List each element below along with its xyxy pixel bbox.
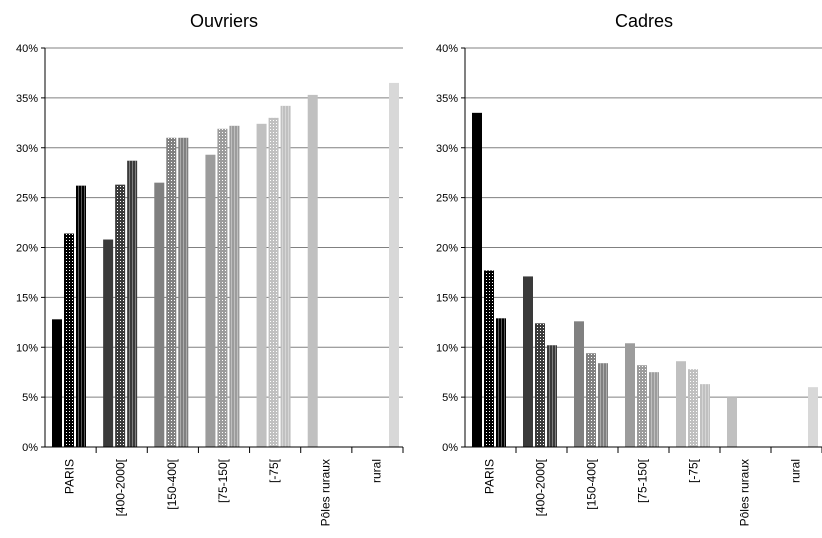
bar-texture: [535, 323, 545, 447]
x-tick-label: [400-2000[: [534, 458, 548, 516]
bar: [154, 182, 165, 447]
x-tick-label: [-75[: [267, 458, 281, 483]
bar-texture: [280, 105, 291, 447]
y-tick-label: 25%: [16, 193, 38, 205]
bar-texture: [586, 353, 596, 447]
x-tick-label: [400-2000[: [114, 458, 128, 516]
y-tick-label: 15%: [16, 292, 38, 304]
bar-texture: [178, 137, 189, 447]
x-tick-label: [75-150[: [636, 458, 650, 503]
x-tick-label: PARIS: [63, 459, 77, 494]
bar-texture: [166, 137, 177, 447]
x-tick-label: rural: [369, 459, 383, 483]
bar-texture: [598, 363, 608, 447]
bar: [727, 397, 737, 447]
bar: [256, 123, 267, 447]
bar: [808, 387, 818, 447]
bar: [574, 321, 584, 447]
bar: [676, 361, 686, 447]
x-tick-label: [-75[: [687, 458, 701, 483]
bar-texture: [700, 384, 710, 447]
y-tick-label: 20%: [436, 243, 458, 255]
x-tick-label: [150-400[: [165, 458, 179, 509]
chart-ouvriers: Ouvriers 0% 5% 10% 15% 20% 25% 30% 35% 40% PARIS [4…: [16, 11, 404, 526]
bar-texture: [637, 365, 647, 447]
x-tick-label: [75-150[: [216, 458, 230, 503]
chart-cadres: Cadres 0% 5% 10% 15% 20% 25% 30% 35% 40% PARIS [400…: [436, 11, 822, 526]
bar: [523, 276, 533, 447]
x-tick-label: [150-400[: [585, 458, 599, 509]
bar-texture: [496, 318, 506, 447]
y-tick-label: 35%: [436, 93, 458, 105]
bar: [52, 319, 62, 447]
y-tick-label: 25%: [436, 193, 458, 205]
bar: [472, 112, 482, 448]
bar: [625, 343, 635, 447]
y-tick-label: 40%: [16, 43, 38, 55]
bar: [307, 94, 318, 447]
y-tick-label: 15%: [436, 292, 458, 304]
y-tick-label: 10%: [16, 342, 38, 354]
y-tick-label: 5%: [442, 392, 458, 404]
y-tick-label: 40%: [436, 43, 458, 55]
chart-title: Cadres: [615, 11, 673, 31]
bar: [205, 154, 216, 448]
bar-texture: [76, 185, 86, 447]
x-tick-label: rural: [789, 459, 803, 483]
bar: [103, 239, 114, 447]
bar-texture: [688, 369, 698, 447]
x-tick-label: Pôles ruraux: [318, 459, 332, 526]
bar-texture: [268, 117, 279, 447]
y-tick-label: 35%: [16, 93, 38, 105]
x-tick-label: Pôles ruraux: [738, 459, 752, 526]
x-tick-label: PARIS: [483, 459, 497, 494]
bar-texture: [64, 233, 74, 447]
bar: [389, 82, 399, 447]
y-tick-label: 0%: [22, 442, 38, 454]
y-tick-label: 20%: [16, 243, 38, 255]
bar-texture: [115, 184, 126, 447]
bar-texture: [229, 125, 240, 448]
bar-texture: [127, 160, 138, 447]
chart-title: Ouvriers: [190, 11, 258, 31]
bar-texture: [547, 345, 557, 447]
bar-texture: [217, 128, 228, 448]
y-tick-label: 5%: [22, 392, 38, 404]
bar-texture: [484, 270, 494, 447]
y-tick-label: 10%: [436, 342, 458, 354]
y-tick-label: 30%: [436, 143, 458, 155]
y-tick-label: 0%: [442, 442, 458, 454]
y-tick-label: 30%: [16, 143, 38, 155]
bar-texture: [649, 372, 659, 447]
